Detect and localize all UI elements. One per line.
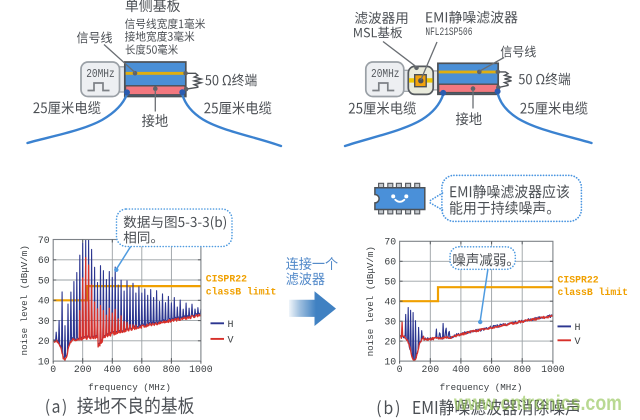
svg-text:20: 20 — [38, 336, 50, 347]
svg-text:frequency (MHz): frequency (MHz) — [88, 382, 171, 393]
svg-text:frequency (MHz): frequency (MHz) — [440, 382, 523, 393]
svg-text:70: 70 — [384, 237, 396, 248]
svg-text:classB limit: classB limit — [558, 287, 629, 298]
svg-text:60: 60 — [384, 257, 396, 268]
svg-text:40: 40 — [38, 296, 50, 307]
svg-text:40: 40 — [384, 297, 396, 308]
svg-text:0: 0 — [397, 364, 403, 375]
svg-text:200: 200 — [421, 364, 439, 375]
svg-text:200: 200 — [74, 364, 92, 375]
svg-text:10: 10 — [38, 357, 50, 368]
svg-text:10: 10 — [384, 357, 396, 368]
svg-text:50: 50 — [38, 275, 50, 286]
svg-text:classB limit: classB limit — [206, 287, 277, 298]
svg-text:600: 600 — [133, 364, 151, 375]
svg-text:www.cntronics.com: www.cntronics.com — [453, 391, 622, 415]
svg-text:800: 800 — [513, 364, 531, 375]
svg-text:V: V — [575, 337, 581, 348]
svg-text:20: 20 — [384, 337, 396, 348]
svg-text:400: 400 — [103, 364, 121, 375]
svg-text:600: 600 — [483, 364, 501, 375]
svg-text:1000: 1000 — [189, 364, 213, 375]
svg-text:30: 30 — [38, 316, 50, 327]
svg-text:V: V — [228, 336, 234, 347]
svg-text:noise level (dBμV/m): noise level (dBμV/m) — [19, 245, 30, 355]
svg-text:1000: 1000 — [541, 364, 565, 375]
svg-text:0: 0 — [50, 364, 56, 375]
svg-text:H: H — [575, 323, 581, 334]
svg-text:20MHz: 20MHz — [86, 67, 115, 81]
svg-text:50: 50 — [384, 277, 396, 288]
svg-text:CISPR22: CISPR22 — [558, 275, 599, 286]
svg-text:NFL21SP506: NFL21SP506 — [425, 27, 472, 39]
svg-text:60: 60 — [38, 255, 50, 266]
svg-text:30: 30 — [384, 317, 396, 328]
svg-text:70: 70 — [38, 235, 50, 246]
svg-text:400: 400 — [452, 364, 470, 375]
svg-text:H: H — [228, 320, 234, 331]
svg-text:noise level (dBμV/m): noise level (dBμV/m) — [365, 246, 376, 356]
svg-text:20MHz: 20MHz — [371, 67, 400, 81]
svg-text:800: 800 — [163, 364, 181, 375]
svg-text:CISPR22: CISPR22 — [206, 274, 247, 285]
